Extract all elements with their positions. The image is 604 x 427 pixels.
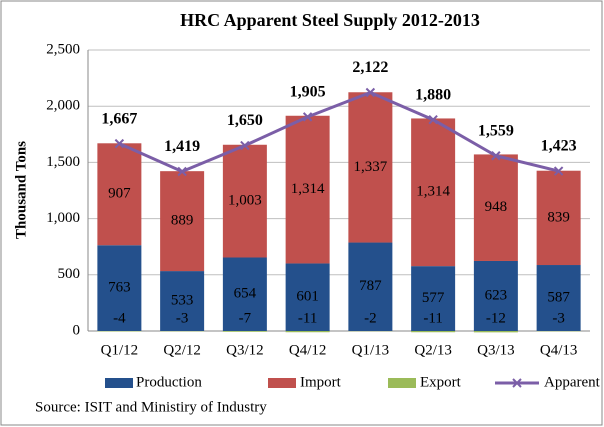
bar-import [473,154,518,261]
data-label: 1,337 [354,159,388,175]
bar-import [348,92,393,243]
chart-title: HRC Apparent Steel Supply 2012-2013 [180,10,480,30]
marker-apparent [491,151,501,161]
legend-label: Import [300,374,342,390]
x-tick-label: Q2/13 [414,342,452,358]
y-tick-label: 0 [73,322,81,338]
data-label: 587 [547,289,570,305]
marker-apparent [114,138,125,149]
data-label: 1,559 [478,122,514,139]
data-label: 907 [108,186,131,202]
legend-swatch [388,378,416,388]
y-tick-label: 1,000 [46,210,80,226]
data-label: 1,419 [164,138,200,155]
bar-production [285,263,330,331]
bar-export [222,331,267,332]
bar-production [473,260,518,331]
data-label: -7 [239,310,252,326]
bar-production [222,257,267,331]
bar-export [411,331,456,333]
data-label: 623 [485,287,508,303]
marker-apparent [428,114,438,125]
bar-production [536,265,581,331]
x-tick-label: Q4/13 [540,342,578,358]
data-label: 1,880 [415,86,451,103]
x-tick-label: Q1/13 [352,342,390,358]
data-label: 1,423 [541,138,577,155]
x-tick-label: Q4/12 [289,342,327,358]
legend-label: Apparent [544,374,601,390]
data-label: 1,905 [290,84,326,101]
data-label: 577 [422,290,445,306]
data-label: 533 [171,292,194,308]
marker-apparent [177,166,187,177]
data-label: 787 [359,278,382,294]
bar-import [97,143,142,246]
data-label: -3 [176,310,189,326]
data-label: 1,650 [227,112,263,129]
data-label: 763 [108,280,131,296]
legend-swatch [512,378,522,388]
y-tick-label: 2,000 [46,98,80,114]
bar-export [473,331,518,333]
bar-import [411,118,456,267]
source-note: Source: ISIT and Ministiry of Industry [35,399,267,415]
data-label: 654 [234,286,257,302]
bar-import [160,171,205,272]
data-label: 948 [485,199,508,215]
data-label: -12 [486,310,506,326]
data-label: -11 [298,310,317,326]
x-tick-label: Q3/12 [226,342,264,358]
data-label: -2 [364,310,377,326]
x-tick-label: Q3/13 [477,342,515,358]
y-tick-label: 500 [58,266,81,282]
bar-production [411,266,456,331]
x-tick-label: Q2/12 [163,342,201,358]
line-apparent [118,90,559,174]
data-label: -4 [113,310,126,326]
bar-import [285,115,330,264]
data-label: 601 [296,289,319,305]
marker-apparent [302,112,313,122]
bar-production [160,271,205,331]
data-label: 1,314 [291,181,325,197]
y-tick-label: 1,500 [46,154,80,170]
y-axis-label: Thousand Tons [13,141,29,239]
legend-label: Export [420,374,462,390]
x-tick-label: Q1/12 [101,342,139,358]
marker-apparent [553,166,564,176]
data-label: 839 [547,209,570,225]
bar-production [348,242,393,331]
data-label: 1,667 [101,110,137,127]
legend-swatch [105,378,133,388]
data-label: 1,003 [228,193,262,209]
data-label: 1,314 [416,184,450,200]
bar-production [97,245,142,331]
data-label: -11 [423,310,442,326]
bar-import [222,144,267,258]
bar-export [285,331,330,333]
y-tick-label: 2,500 [46,41,80,57]
bar-import [536,170,581,266]
data-label: 2,122 [352,59,388,76]
marker-apparent [365,87,376,98]
data-label: 889 [171,213,194,229]
data-label: -3 [552,310,565,326]
legend-swatch [268,378,296,388]
marker-apparent [240,140,250,151]
legend-label: Production [136,374,202,390]
